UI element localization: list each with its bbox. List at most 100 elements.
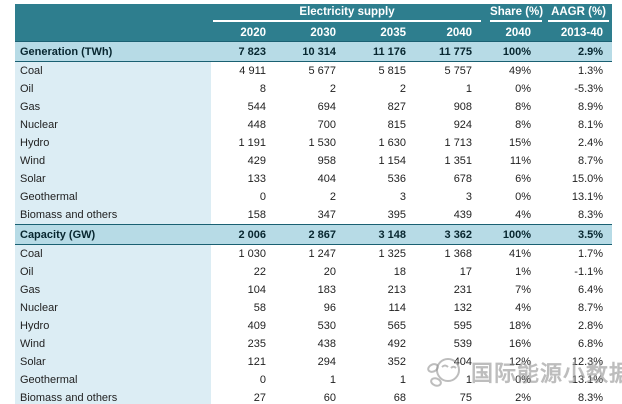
row-value: 158: [211, 206, 281, 225]
row-value: 404: [421, 353, 488, 371]
row-label: Coal: [15, 244, 211, 263]
row-value: 231: [421, 281, 488, 299]
row-value: 1 351: [421, 152, 488, 170]
electricity-supply-group-header: Electricity supply: [211, 4, 488, 22]
row-value: 11%: [487, 152, 546, 170]
row-value: 2.4%: [545, 134, 613, 152]
table-row: Coal 1 030 1 247 1 325 1 368 41% 1.7%: [15, 244, 613, 263]
share-label: Share (%): [490, 6, 543, 22]
row-value: 409: [211, 317, 281, 335]
row-value: 924: [421, 116, 488, 134]
table-row: Wind 429 958 1 154 1 351 11% 8.7%: [15, 152, 613, 170]
row-value: 22: [211, 263, 281, 281]
row-value: 75: [421, 389, 488, 404]
row-value: 565: [351, 317, 421, 335]
row-value: 6%: [487, 170, 546, 188]
aagr-group-header: AAGR (%): [545, 4, 613, 22]
electricity-supply-label: Electricity supply: [213, 6, 482, 22]
row-value: 395: [351, 206, 421, 225]
row-value: 8%: [487, 116, 546, 134]
row-value: 815: [351, 116, 421, 134]
row-label: Nuclear: [15, 299, 211, 317]
share-group-header: Share (%): [487, 4, 546, 22]
row-value: 58: [211, 299, 281, 317]
row-value: 294: [281, 353, 351, 371]
table-row: Wind 235 438 492 539 16% 6.8%: [15, 335, 613, 353]
row-value: 347: [281, 206, 351, 225]
row-value: 18: [351, 263, 421, 281]
row-value: 96: [281, 299, 351, 317]
section-total-value: 10 314: [281, 41, 351, 62]
row-value: 3: [421, 188, 488, 206]
row-value: 1.7%: [545, 244, 613, 263]
table-row: Solar 133 404 536 678 6% 15.0%: [15, 170, 613, 188]
row-value: 492: [351, 335, 421, 353]
section-title: Generation (TWh): [15, 41, 211, 62]
row-value: 1: [421, 80, 488, 98]
row-value: 104: [211, 281, 281, 299]
row-value: 827: [351, 98, 421, 116]
row-label: Solar: [15, 353, 211, 371]
row-value: 1 325: [351, 244, 421, 263]
row-value: 13.1%: [545, 371, 613, 389]
row-value: 439: [421, 206, 488, 225]
table-header: Electricity supply Share (%) AAGR (%) 20…: [15, 4, 613, 42]
table-row: Biomass and others 27 60 68 75 2% 8.3%: [15, 389, 613, 404]
row-label: Coal: [15, 61, 211, 80]
row-value: 15.0%: [545, 170, 613, 188]
section-total-value: 100%: [487, 224, 546, 245]
row-value: 4 911: [211, 61, 281, 80]
row-value: 4%: [487, 206, 546, 225]
row-value: 8.3%: [545, 389, 613, 404]
row-value: 183: [281, 281, 351, 299]
section-total-value: 11 775: [421, 41, 488, 62]
aagr-period-header: 2013-40: [545, 22, 613, 42]
row-value: 2%: [487, 389, 546, 404]
table-row: Nuclear 58 96 114 132 4% 8.7%: [15, 299, 613, 317]
section-total-value: 100%: [487, 41, 546, 62]
year-header-row: 2020 2030 2035 2040 2040 2013-40: [15, 22, 613, 42]
row-value: -1.1%: [545, 263, 613, 281]
row-value: 1 713: [421, 134, 488, 152]
row-value: 8.7%: [545, 299, 613, 317]
table-row: Oil 22 20 18 17 1% -1.1%: [15, 263, 613, 281]
section-total-value: 3.5%: [545, 224, 613, 245]
row-label: Oil: [15, 263, 211, 281]
row-label: Oil: [15, 80, 211, 98]
section-total-value: 3 362: [421, 224, 488, 245]
row-value: 908: [421, 98, 488, 116]
table-row: Solar 121 294 352 404 12% 12.3%: [15, 353, 613, 371]
row-value: 15%: [487, 134, 546, 152]
year-header-2035: 2035: [351, 22, 421, 42]
row-value: 958: [281, 152, 351, 170]
row-value: 8: [211, 80, 281, 98]
row-value: 1.3%: [545, 61, 613, 80]
row-value: 16%: [487, 335, 546, 353]
row-label: Wind: [15, 335, 211, 353]
row-label: Hydro: [15, 317, 211, 335]
section-row-capacity: Capacity (GW) 2 006 2 867 3 148 3 362 100% 3.5…: [15, 224, 613, 245]
table-row: Geothermal 0 2 3 3 0% 13.1%: [15, 188, 613, 206]
row-value: 20: [281, 263, 351, 281]
row-value: 132: [421, 299, 488, 317]
row-value: 1 630: [351, 134, 421, 152]
section-title: Capacity (GW): [15, 224, 211, 245]
row-value: 5 677: [281, 61, 351, 80]
table-row: Gas 544 694 827 908 8% 8.9%: [15, 98, 613, 116]
row-label: Gas: [15, 98, 211, 116]
row-value: 0%: [487, 80, 546, 98]
row-value: 2: [281, 188, 351, 206]
row-value: 8%: [487, 98, 546, 116]
row-value: 448: [211, 116, 281, 134]
row-value: 1 247: [281, 244, 351, 263]
row-value: 8.9%: [545, 98, 613, 116]
table-row: Geothermal 0 1 1 1 0% 13.1%: [15, 371, 613, 389]
row-value: 8.1%: [545, 116, 613, 134]
row-value: 2.8%: [545, 317, 613, 335]
row-value: 2: [281, 80, 351, 98]
row-value: 544: [211, 98, 281, 116]
row-value: 5 815: [351, 61, 421, 80]
section-total-value: 2.9%: [545, 41, 613, 62]
row-value: 41%: [487, 244, 546, 263]
